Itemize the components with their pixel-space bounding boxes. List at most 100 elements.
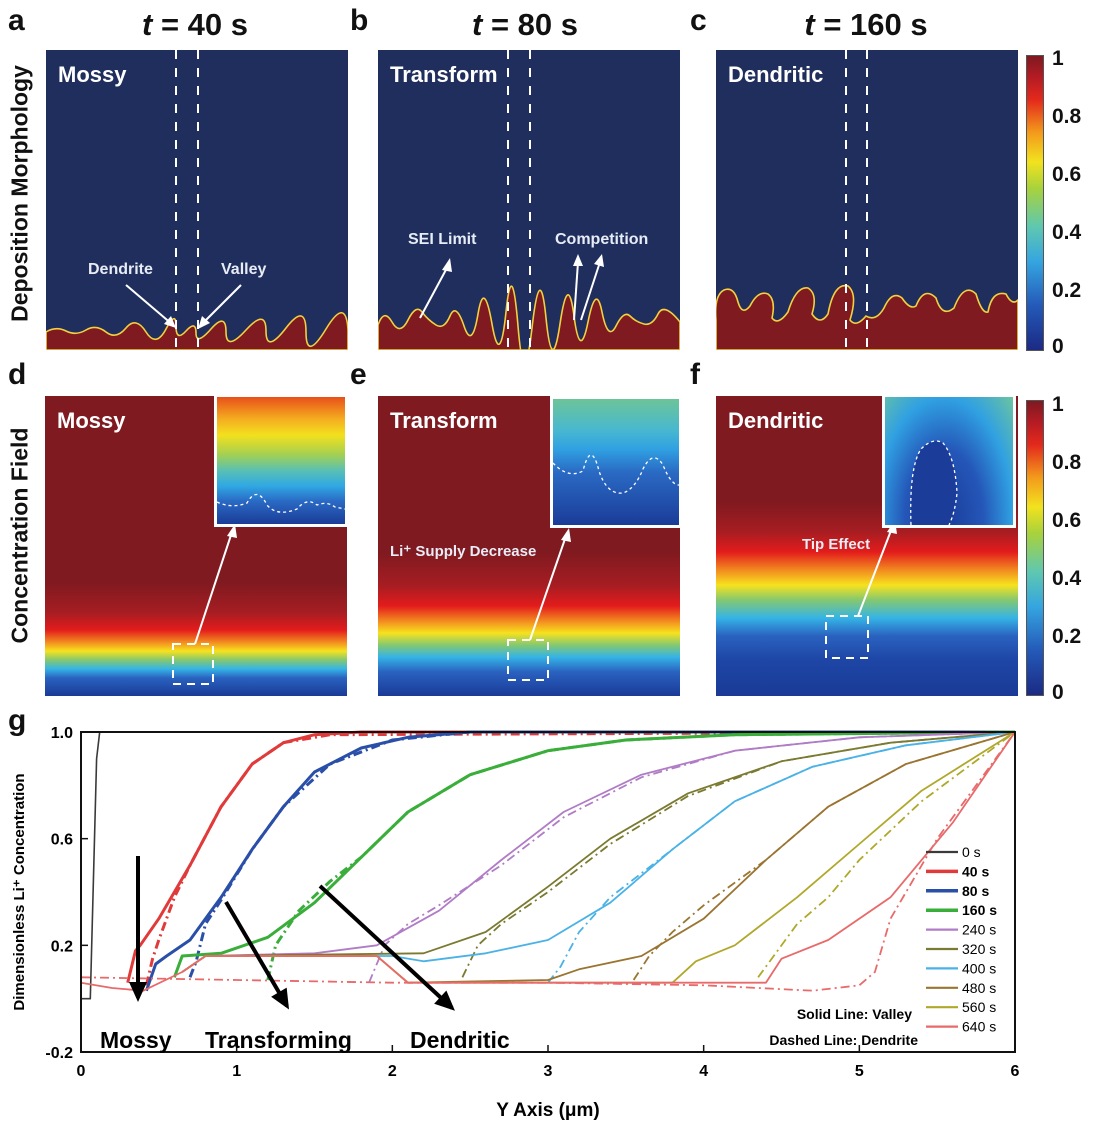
annotation-li-supply-decrease: Li⁺ Supply Decrease bbox=[390, 543, 537, 560]
legend-label: 0 s bbox=[962, 844, 981, 860]
time-value: = 80 s bbox=[482, 7, 578, 42]
inset-interface-e bbox=[553, 454, 679, 494]
colorbar-concentration bbox=[1026, 400, 1044, 696]
colorbar-morphology bbox=[1026, 55, 1044, 351]
chart-series-group bbox=[80, 730, 1016, 1000]
x-tick-label: 1 bbox=[232, 1063, 241, 1080]
series-dendrite-560-s bbox=[757, 731, 1016, 978]
time-value: = 160 s bbox=[814, 7, 928, 42]
series-valley-400-s bbox=[181, 731, 1016, 973]
plot-frame bbox=[80, 731, 1016, 1053]
morphology-deposit-a bbox=[46, 50, 348, 350]
axis-ticks: 0 1 2 3 4 5 6 1.0 0.6 0.2 -0.2 bbox=[45, 725, 1019, 1080]
time-symbol: t bbox=[804, 7, 815, 42]
annotation-mossy: Mossy bbox=[100, 1027, 172, 1053]
colorbar-tick: 1 bbox=[1052, 393, 1064, 416]
row-label-morphology: Deposition Morphology bbox=[6, 65, 33, 322]
y-tick-label: 1.0 bbox=[51, 725, 73, 742]
legend-label: 640 s bbox=[962, 1019, 996, 1035]
arrow-mossy-head bbox=[129, 982, 147, 1002]
inset-zoom-e bbox=[550, 396, 680, 528]
series-valley-640-s bbox=[80, 731, 1016, 992]
panel-letter-g: g bbox=[8, 704, 27, 737]
annotation-transforming: Transforming bbox=[205, 1027, 352, 1053]
colorbar-tick: 0.6 bbox=[1052, 163, 1082, 186]
concentration-label-e: Transform bbox=[390, 408, 498, 433]
legend-label: 40 s bbox=[962, 863, 989, 879]
series-valley-320-s bbox=[181, 731, 1016, 973]
panel-letter-a: a bbox=[8, 4, 25, 37]
concentration-map-d: Mossy bbox=[45, 396, 347, 696]
series-dendrite-160-s bbox=[266, 730, 1016, 981]
series-valley-80-s bbox=[144, 730, 1015, 992]
legend-label: 160 s bbox=[962, 902, 997, 918]
x-tick-label: 2 bbox=[388, 1063, 397, 1080]
concentration-profile-chart: 0 1 2 3 4 5 6 1.0 0.6 0.2 -0.2 Dimensionless Li⁺ C… bbox=[11, 725, 1020, 1121]
annotation-sei-limit: SEI Limit bbox=[408, 231, 477, 248]
x-tick-label: 5 bbox=[855, 1063, 864, 1080]
morphology-label-a: Mossy bbox=[58, 62, 127, 87]
colorbar-tick: 0 bbox=[1052, 681, 1064, 704]
series-dendrite-40-s bbox=[144, 730, 1016, 986]
arrow-transforming bbox=[224, 900, 289, 1008]
annotation-valley: Valley bbox=[221, 261, 267, 278]
arrow-dendritic-head bbox=[434, 990, 455, 1011]
y-tick-label: -0.2 bbox=[45, 1045, 73, 1062]
series-valley-0-s bbox=[81, 731, 1015, 1000]
morphology-map-a: Mossy Dendrite Valley bbox=[46, 50, 348, 350]
series-dendrite-480-s bbox=[632, 731, 1016, 981]
series-dendrite-240-s bbox=[368, 731, 1016, 984]
annotation-dendrite: Dendrite bbox=[88, 261, 153, 278]
legend-label: 80 s bbox=[962, 883, 989, 899]
panel-letter-c: c bbox=[690, 4, 707, 37]
legend-label: 560 s bbox=[962, 999, 996, 1015]
series-dendrite-400-s bbox=[547, 731, 1016, 984]
chart-legend: 0 s 40 s 80 s 160 s 240 s 320 s 400 s 480 s 560 … bbox=[926, 844, 997, 1035]
colorbar-tick: 1 bbox=[1052, 47, 1064, 70]
x-tick-label: 3 bbox=[544, 1063, 553, 1080]
inset-dendrite-outline-f bbox=[910, 440, 958, 525]
colorbar-tick: 0.2 bbox=[1052, 625, 1082, 648]
colorbar-tick: 0.8 bbox=[1052, 105, 1082, 128]
concentration-label-d: Mossy bbox=[57, 408, 126, 433]
x-tick-label: 0 bbox=[77, 1063, 86, 1080]
colorbar-tick: 0.4 bbox=[1052, 567, 1082, 590]
panel-letter-f: f bbox=[690, 358, 700, 391]
inset-zoom-d bbox=[214, 396, 347, 527]
colorbar-tick: 0.4 bbox=[1052, 221, 1082, 244]
panel-letter-d: d bbox=[8, 358, 27, 391]
legend-label: 240 s bbox=[962, 922, 996, 938]
annotation-dendritic: Dendritic bbox=[410, 1027, 510, 1053]
annotation-arrows bbox=[129, 856, 455, 1011]
legend-note-valley: Solid Line: Valley bbox=[797, 1006, 912, 1022]
y-axis-label: Dimensionless Li⁺ Concentration bbox=[11, 773, 28, 1010]
colorbar-tick: 0 bbox=[1052, 335, 1064, 358]
morphology-deposit-b bbox=[378, 50, 680, 350]
time-symbol: t bbox=[142, 7, 153, 42]
concentration-map-f: Dendritic Tip Effect bbox=[716, 396, 1018, 696]
morphology-map-b: Transform SEI Limit Competition bbox=[378, 50, 680, 350]
colorbar-tick: 0.2 bbox=[1052, 279, 1082, 302]
x-tick-label: 4 bbox=[699, 1063, 708, 1080]
arrow-transforming-head bbox=[271, 987, 290, 1010]
concentration-overlay-d bbox=[172, 524, 237, 685]
series-dendrite-80-s bbox=[188, 730, 1015, 978]
concentration-overlay-e bbox=[507, 528, 571, 681]
series-valley-160-s bbox=[172, 730, 1016, 978]
arrow-dendritic bbox=[318, 884, 454, 1010]
series-valley-480-s bbox=[181, 731, 1016, 984]
inset-interface-d bbox=[217, 493, 345, 513]
colorbar-tick: 0.6 bbox=[1052, 509, 1082, 532]
y-tick-label: 0.6 bbox=[51, 832, 73, 849]
morphology-label-b: Transform bbox=[390, 62, 498, 87]
annotation-tip-effect: Tip Effect bbox=[802, 536, 871, 553]
legend-label: 400 s bbox=[962, 960, 996, 976]
concentration-label-f: Dendritic bbox=[728, 408, 824, 433]
concentration-map-e: Transform Li⁺ Supply Decrease bbox=[378, 396, 680, 696]
panel-letter-b: b bbox=[350, 4, 369, 37]
series-valley-560-s bbox=[181, 731, 1016, 984]
legend-label: 320 s bbox=[962, 941, 996, 957]
panel-letter-e: e bbox=[350, 358, 367, 391]
morphology-map-c: Dendritic bbox=[716, 50, 1018, 350]
x-tick-label: 6 bbox=[1011, 1063, 1020, 1080]
